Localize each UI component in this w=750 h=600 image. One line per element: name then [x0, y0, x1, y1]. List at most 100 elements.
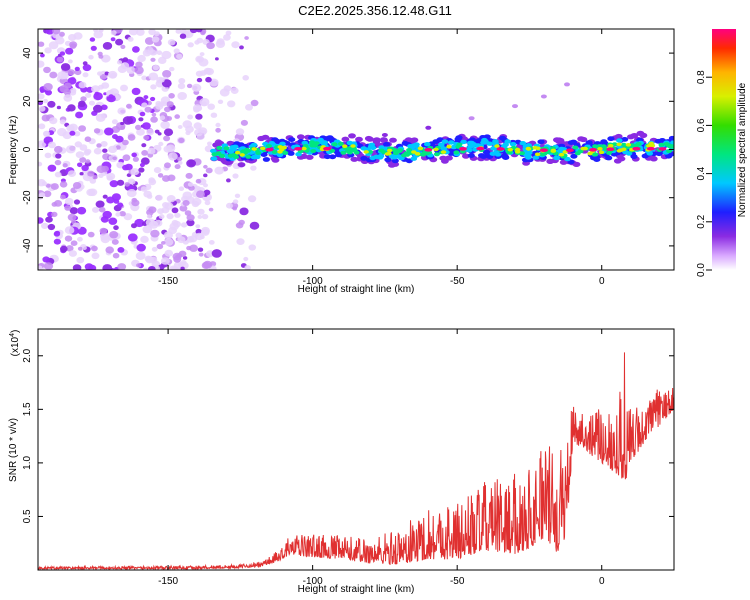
noise-blob: [161, 206, 170, 214]
noise-blob: [113, 225, 119, 231]
noise-blob: [115, 94, 122, 100]
diagonal-trace-point: [425, 125, 432, 130]
noise-blob: [203, 189, 211, 196]
signal-band-blob: [614, 133, 623, 140]
noise-blob: [38, 93, 45, 100]
noise-blob: [54, 171, 62, 178]
noise-blob: [146, 214, 152, 219]
noise-blob: [89, 178, 97, 184]
signal-band-blob: [616, 142, 622, 147]
noise-blob: [69, 89, 77, 96]
signal-band-blob: [569, 139, 578, 145]
signal-band-blob: [616, 149, 622, 153]
signal-peak: [632, 146, 641, 151]
noise-blob: [185, 172, 193, 179]
noise-blob: [43, 83, 53, 91]
x-tick-label: -50: [450, 276, 465, 287]
noise-blob: [130, 168, 140, 176]
noise-blob: [187, 182, 194, 187]
colorbar-tick-label: 0.4: [696, 166, 707, 180]
noise-blob: [82, 61, 88, 66]
signal-peak: [265, 147, 274, 152]
noise-blob: [159, 77, 165, 83]
noise-blob: [238, 219, 245, 226]
diagonal-trace-point: [381, 133, 388, 137]
snr-x-ticks: -150 -100 -50 0: [158, 329, 605, 587]
noise-blob: [84, 136, 92, 142]
signal-band-blob: [271, 137, 279, 143]
noise-blob: [164, 162, 171, 169]
noise-blob: [177, 83, 186, 90]
signal-band-blob: [446, 144, 452, 149]
noise-blob: [48, 141, 56, 149]
noise-blob: [232, 199, 239, 204]
noise-blob: [108, 145, 118, 154]
noise-blob: [63, 94, 73, 102]
noise-blob: [42, 98, 49, 104]
noise-blob: [117, 202, 124, 208]
signal-band-blob: [369, 145, 377, 150]
noise-blob: [195, 29, 203, 33]
noise-blob: [67, 77, 77, 85]
noise-blob: [79, 157, 87, 163]
noise-blob: [93, 147, 102, 155]
noise-blob: [177, 160, 183, 165]
x-tick-label: -50: [450, 576, 465, 587]
noise-blob: [166, 101, 174, 108]
noise-blob: [140, 157, 150, 165]
noise-blob: [157, 132, 162, 136]
noise-blob: [102, 42, 113, 50]
signal-band-blob: [553, 155, 560, 161]
noise-blob: [126, 66, 136, 74]
noise-blob: [41, 114, 50, 122]
noise-blob: [203, 173, 208, 178]
noise-blob: [93, 128, 101, 134]
noise-blob: [247, 195, 257, 203]
noise-blob: [166, 144, 176, 153]
signal-band-blob: [649, 143, 656, 148]
noise-blob: [78, 81, 87, 89]
noise-blob: [169, 265, 178, 270]
signal-band-blob: [433, 152, 440, 157]
signal-band-blob: [608, 144, 614, 148]
noise-blob: [77, 162, 83, 168]
noise-blob: [151, 246, 158, 252]
noise-blob: [174, 212, 181, 218]
noise-blob: [99, 74, 107, 80]
noise-blob: [52, 29, 61, 35]
noise-blob: [117, 107, 126, 115]
noise-blob: [164, 238, 174, 246]
signal-band-blob: [625, 143, 632, 147]
noise-blob: [38, 60, 45, 68]
noise-blob: [111, 239, 119, 245]
signal-band-blob: [227, 149, 235, 154]
noise-blob: [178, 186, 185, 191]
signal-band-blob: [445, 155, 453, 161]
noise-blob: [125, 103, 132, 109]
noise-blob: [129, 29, 139, 36]
noise-blob: [157, 173, 164, 178]
noise-blob: [98, 173, 104, 178]
noise-blob: [86, 188, 96, 197]
signal-band-blob: [329, 154, 337, 160]
snr-x-label: Height of straight line (km): [298, 584, 415, 595]
signal-band-blob: [301, 146, 307, 151]
signal-band-blob: [559, 159, 568, 165]
noise-blob: [215, 122, 221, 128]
noise-blob: [243, 256, 249, 262]
noise-blob: [240, 119, 248, 126]
noise-blob: [59, 181, 68, 188]
noise-blob: [38, 41, 45, 47]
noise-blob: [178, 137, 185, 144]
noise-blob: [177, 92, 187, 100]
noise-blob: [82, 64, 92, 72]
noise-blob: [143, 95, 149, 100]
signal-band-blob: [379, 137, 388, 143]
noise-blob: [108, 217, 118, 225]
noise-blob: [164, 106, 171, 113]
noise-blob: [89, 37, 96, 42]
signal-band-blob: [570, 153, 578, 159]
noise-blob: [93, 104, 103, 113]
signal-band-blob: [462, 153, 470, 159]
noise-blob: [110, 30, 117, 36]
